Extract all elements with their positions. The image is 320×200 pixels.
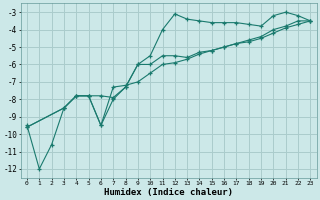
X-axis label: Humidex (Indice chaleur): Humidex (Indice chaleur) [104,188,233,197]
